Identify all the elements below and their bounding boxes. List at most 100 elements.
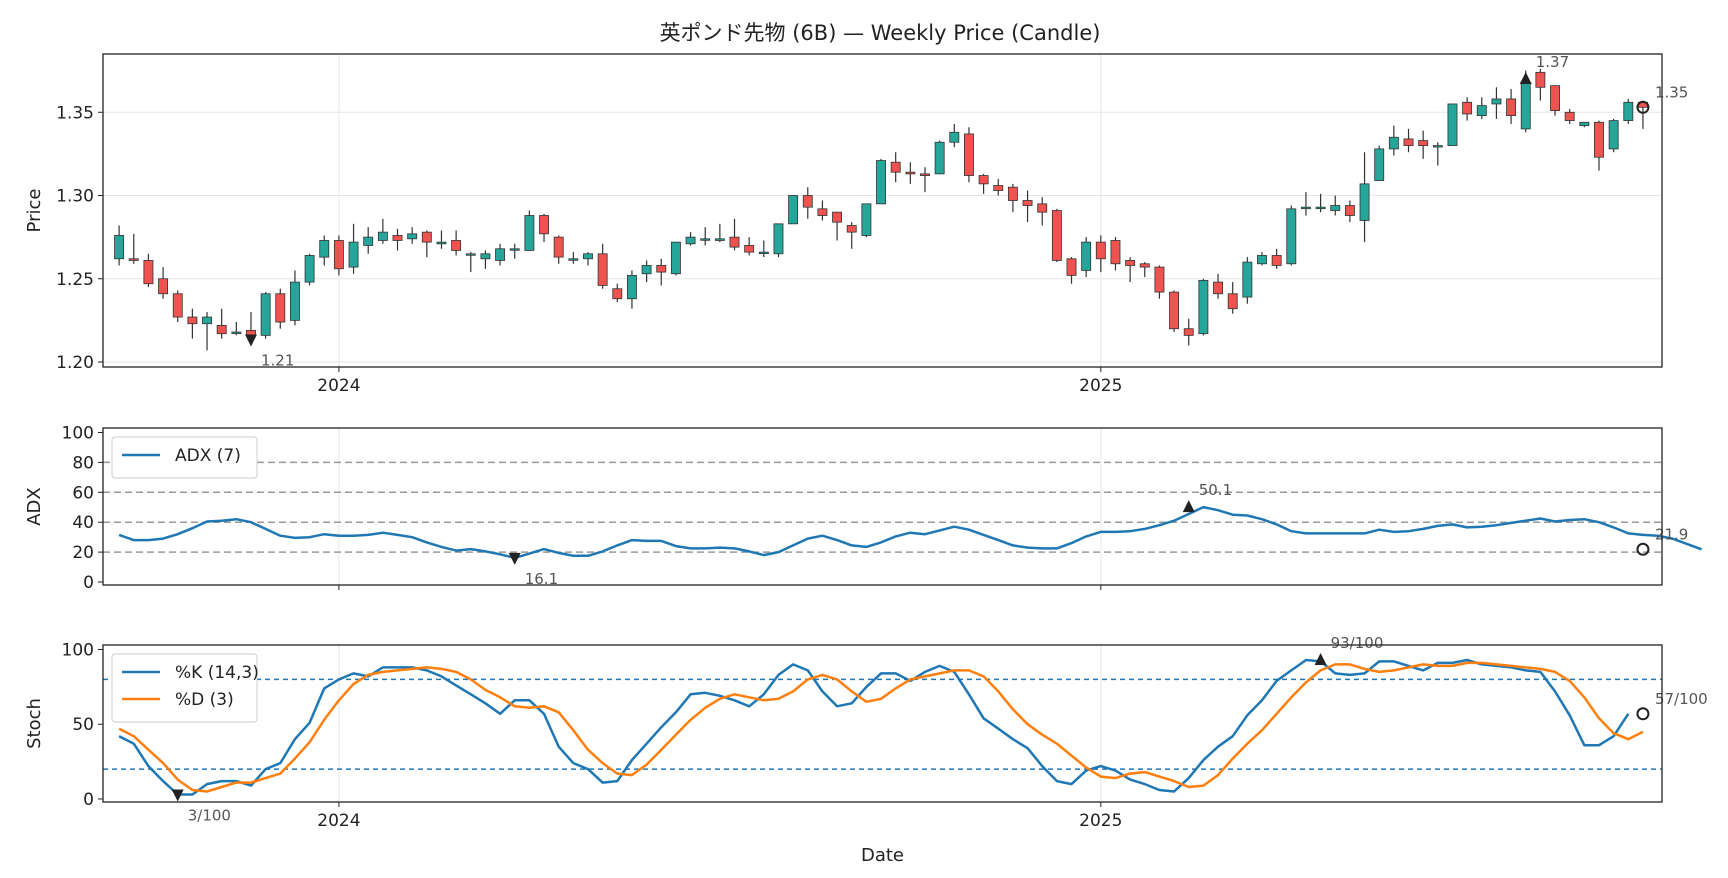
candle-down	[920, 173, 930, 176]
legend-entry: %D (3)	[175, 690, 234, 710]
candle-down	[1564, 111, 1575, 121]
candle-up	[1520, 81, 1531, 130]
candle-down	[158, 278, 169, 295]
candle-down	[1550, 85, 1560, 112]
candle-down	[905, 171, 916, 175]
candle-up	[1286, 208, 1297, 265]
y-tick-label: 40	[72, 513, 94, 533]
candle-up	[1374, 148, 1385, 181]
stoch-panel: 2024 2025 0 50 100 93/100 3/100 57/100 %K (14,3)…	[24, 634, 1708, 866]
candle-down	[451, 240, 462, 251]
candle-up	[465, 253, 476, 256]
marker-up	[1519, 71, 1532, 84]
candle-up	[231, 331, 242, 334]
candle-up	[377, 231, 388, 241]
candle-up	[509, 248, 520, 251]
candle-up	[934, 141, 945, 175]
adx-panel: 0 20 40 60 80 100 50.1 16.1 21.9 ADX (7) ADX	[24, 423, 1703, 593]
candle-up	[1608, 120, 1619, 150]
annotation-label: 3/100	[188, 807, 231, 825]
candle-up	[1315, 206, 1326, 210]
candle-down	[187, 316, 198, 325]
candle-up	[436, 241, 447, 245]
legend	[111, 436, 258, 479]
y-tick-label: 1.20	[56, 353, 94, 373]
candle-up	[1388, 136, 1399, 150]
legend-entry: ADX (7)	[175, 446, 241, 466]
marker-down	[508, 552, 521, 565]
candle-up	[773, 223, 784, 255]
candle-down	[1169, 291, 1180, 330]
y-tick-label: 100	[62, 423, 94, 443]
price-panel: 2024 2025 1.20 1.25 1.30 1.35 1.37 1.21 1.35 Pric…	[24, 53, 1688, 396]
candle-down	[597, 253, 608, 286]
candle-down	[421, 231, 432, 243]
candle-up	[260, 293, 271, 336]
y-axis-label: Price	[24, 189, 45, 233]
candle-down	[143, 260, 154, 285]
candle-up	[1623, 101, 1634, 121]
y-axis-label: ADX	[24, 487, 45, 526]
annotation-label: 93/100	[1331, 634, 1384, 652]
candle-up	[1301, 206, 1311, 210]
candle-up	[568, 258, 579, 261]
x-tick-label: 2024	[317, 376, 360, 396]
d-line	[118, 661, 1644, 793]
marker-up	[1182, 500, 1195, 513]
marker-circle	[1636, 707, 1650, 721]
candle-up	[1198, 280, 1209, 335]
candle-down	[802, 195, 813, 208]
candle-down	[553, 236, 564, 258]
marker-up	[1314, 652, 1327, 665]
candle-up	[1491, 98, 1502, 105]
annotation-label: 50.1	[1199, 481, 1232, 499]
y-tick-label: 0	[83, 790, 94, 810]
candle-down	[1007, 186, 1018, 201]
candle-up	[1257, 255, 1267, 265]
candle-down	[1125, 260, 1136, 266]
candle-up	[290, 281, 300, 321]
y-tick-label: 100	[62, 640, 94, 660]
candle-down	[729, 236, 740, 248]
legend-entry: %K (14,3)	[175, 663, 259, 683]
annotation-label: 57/100	[1655, 690, 1708, 708]
candle-up	[1476, 105, 1487, 117]
candle-down	[1051, 210, 1062, 261]
annotation-label: 16.1	[525, 570, 558, 588]
panel-frame	[102, 427, 1663, 586]
candle-down	[1022, 200, 1033, 206]
candle-up	[1081, 241, 1092, 271]
y-tick-label: 80	[72, 453, 94, 473]
candle-down	[1403, 138, 1414, 146]
annotation-label: 21.9	[1655, 525, 1688, 543]
panel-frame	[102, 644, 1663, 803]
x-tick-label: 2025	[1079, 376, 1122, 396]
k-line	[118, 658, 1630, 796]
candle-up	[627, 275, 637, 300]
candle-down	[612, 288, 623, 300]
marker-down	[244, 334, 257, 347]
marker-circle	[1636, 542, 1650, 556]
candle-up	[1579, 121, 1590, 126]
candle-up	[670, 241, 681, 275]
panel-frame	[102, 53, 1663, 368]
candle-down	[1110, 240, 1121, 265]
candle-up	[363, 236, 374, 246]
y-tick-label: 1.25	[56, 270, 94, 290]
candle-down	[172, 293, 183, 318]
candle-down	[1095, 241, 1106, 260]
candle-down	[128, 258, 139, 261]
candle-down	[832, 211, 843, 223]
candle-up	[348, 241, 359, 268]
candle-down	[1418, 140, 1429, 146]
annotation-label: 1.35	[1655, 83, 1688, 101]
candle-down	[216, 324, 227, 335]
candle-down	[964, 133, 974, 176]
x-axis-label: Date	[861, 845, 904, 866]
candle-down	[1506, 98, 1517, 117]
candle-down	[846, 225, 857, 233]
candle-up	[1447, 103, 1458, 146]
y-axis-label: Stoch	[24, 698, 45, 749]
candle-up	[1242, 261, 1253, 298]
